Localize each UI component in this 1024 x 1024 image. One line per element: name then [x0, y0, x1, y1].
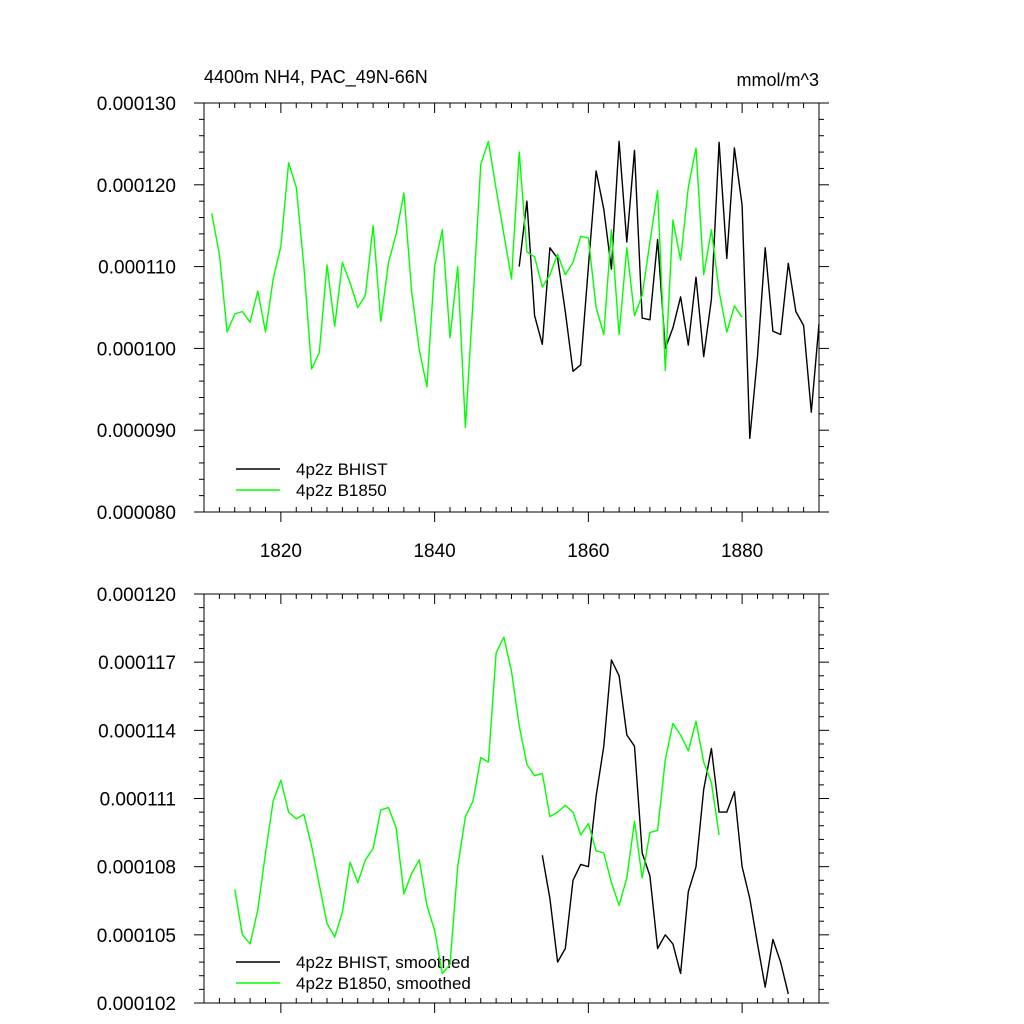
series-line-1-1: [518, 140, 820, 440]
y-tick-label: 0.000120: [97, 585, 176, 606]
y-tick-label: 0.000100: [97, 339, 176, 360]
units-label: mmol/m^3: [737, 70, 819, 90]
series-line-2-2: [234, 636, 720, 975]
chart-title: 4400m NH4, PAC_49N-66N: [204, 67, 428, 88]
legend-label: 4p2z B1850: [296, 481, 387, 500]
plot-frame-1: [203, 102, 820, 513]
y-tick-label: 0.000130: [97, 94, 176, 115]
x-tick-label: 1840: [413, 541, 455, 562]
y-tick-label: 0.000114: [98, 721, 176, 742]
y-tick-label: 0.000117: [98, 653, 176, 674]
y-tick-label: 0.000080: [97, 503, 176, 524]
x-tick-label: 1820: [260, 541, 302, 562]
legend-label: 4p2z BHIST, smoothed: [296, 953, 470, 972]
y-tick-label: 0.000102: [97, 994, 176, 1015]
y-tick-label: 0.000120: [97, 176, 176, 197]
plot-frame-2: [203, 593, 820, 1004]
legend-label: 4p2z B1850, smoothed: [296, 974, 471, 993]
y-tick-label: 0.000108: [97, 858, 176, 879]
y-tick-label: 0.000105: [97, 926, 176, 947]
y-tick-label: 0.000110: [98, 258, 176, 279]
x-tick-label: 1880: [721, 541, 763, 562]
legend-label: 4p2z BHIST: [296, 460, 388, 479]
y-tick-label: 0.000090: [97, 421, 176, 442]
y-tick-label: 0.000111: [100, 790, 176, 811]
series-line-1-2: [211, 140, 743, 429]
x-tick-label: 1860: [567, 541, 609, 562]
series-line-2-1: [541, 659, 789, 995]
